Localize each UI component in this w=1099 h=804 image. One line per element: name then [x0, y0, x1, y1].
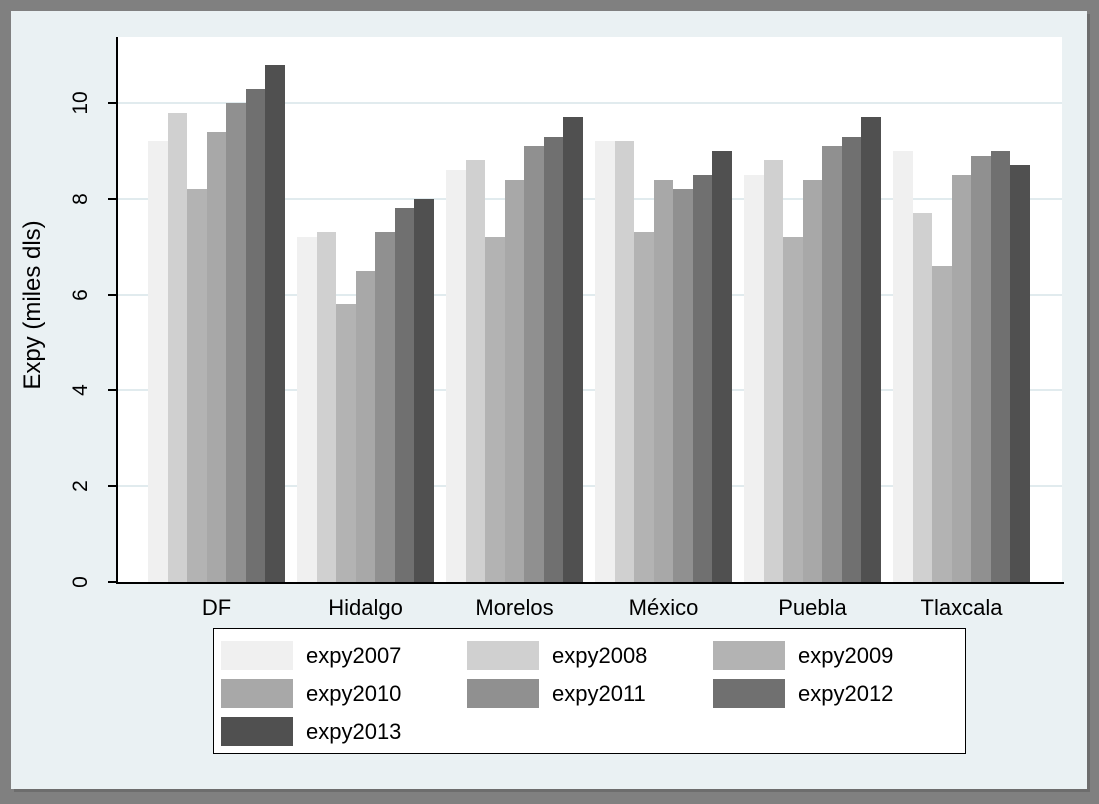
bar-group-df — [148, 64, 285, 582]
legend-item-expy2009: expy2009 — [713, 641, 959, 670]
bar-expy2010-méxico — [653, 179, 674, 582]
bar-expy2007-méxico — [595, 141, 615, 582]
bar-expy2007-puebla — [744, 174, 764, 582]
bar-expy2009-df — [187, 189, 207, 582]
legend-label-expy2009: expy2009 — [798, 643, 894, 668]
bar-expy2007-morelos — [446, 170, 466, 582]
bar-expy2010-hidalgo — [355, 270, 376, 582]
y-axis-title: Expy (miles dls) — [19, 220, 46, 390]
bar-expy2012-morelos — [543, 136, 564, 582]
x-axis-label-hidalgo: Hidalgo — [328, 595, 403, 620]
y-tick-label-0: 0 — [69, 576, 92, 588]
bar-expy2009-hidalgo — [336, 304, 356, 582]
bar-expy2011-puebla — [822, 146, 842, 582]
bar-expy2008-df — [167, 112, 188, 582]
legend-swatch-expy2007 — [221, 641, 293, 670]
legend-item-expy2007: expy2007 — [221, 641, 467, 670]
y-tick-label-10: 10 — [69, 91, 92, 115]
y-tick-label-6: 6 — [69, 288, 92, 301]
y-axis-line — [116, 37, 118, 584]
bar-expy2013-hidalgo — [414, 198, 434, 582]
y-tick-10 — [108, 102, 116, 104]
graph-canvas: Expy (miles dls) 0 2 4 6 8 10 DF Hidalgo Morelo… — [11, 11, 1087, 789]
x-axis-label-puebla: Puebla — [778, 595, 847, 620]
bar-expy2011-morelos — [524, 146, 544, 582]
gridline-y2 — [118, 485, 1062, 488]
bar-expy2012-df — [245, 88, 266, 582]
bar-expy2013-méxico — [712, 150, 732, 582]
bar-expy2007-df — [148, 141, 168, 582]
x-axis-label-morelos: Morelos — [475, 595, 554, 620]
bar-expy2009-tlaxcala — [932, 265, 952, 582]
bar-expy2013-tlaxcala — [1010, 165, 1030, 582]
bar-group-tlaxcala — [893, 150, 1030, 582]
bar-expy2013-morelos — [563, 117, 583, 582]
x-axis-label-méxico: México — [628, 595, 699, 620]
bar-expy2011-df — [226, 103, 246, 582]
legend-swatch-expy2008 — [467, 641, 539, 670]
legend-label-expy2008: expy2008 — [552, 643, 648, 668]
bar-expy2009-puebla — [783, 237, 803, 582]
legend-item-expy2013: expy2013 — [221, 717, 467, 746]
bar-expy2008-hidalgo — [316, 232, 337, 582]
bar-expy2011-hidalgo — [375, 232, 395, 582]
legend-swatch-expy2011 — [467, 679, 539, 708]
legend-item-expy2012: expy2012 — [713, 679, 959, 708]
y-tick-label-8: 8 — [69, 192, 92, 205]
bar-group-hidalgo — [297, 198, 434, 582]
x-axis-line — [116, 582, 1064, 584]
legend-label-expy2007: expy2007 — [306, 643, 402, 668]
bar-expy2007-tlaxcala — [893, 150, 913, 582]
legend-label-expy2010: expy2010 — [306, 681, 402, 706]
bar-expy2008-méxico — [614, 141, 635, 582]
legend-swatch-expy2013 — [221, 717, 293, 746]
legend-item-expy2010: expy2010 — [221, 679, 467, 708]
gridline-y10 — [118, 102, 1062, 104]
gridline-y6 — [118, 293, 1062, 296]
bar-expy2012-hidalgo — [394, 208, 415, 582]
bar-expy2009-morelos — [485, 237, 505, 582]
bar-expy2012-puebla — [841, 136, 862, 582]
legend: expy2007 expy2008 expy2009 expy2010 expy2011… — [213, 628, 966, 754]
bar-group-méxico — [595, 141, 732, 582]
y-tick-8 — [108, 197, 116, 200]
y-tick-6 — [108, 293, 116, 296]
x-axis-label-df: DF — [201, 595, 232, 620]
legend-label-expy2012: expy2012 — [798, 681, 894, 706]
y-tick-0 — [108, 581, 116, 583]
gridline-y4 — [118, 389, 1062, 392]
legend-swatch-expy2010 — [221, 679, 293, 708]
legend-label-expy2011: expy2011 — [552, 681, 646, 706]
y-tick-4 — [108, 389, 116, 392]
bar-expy2011-méxico — [673, 189, 693, 582]
y-tick-label-4: 4 — [69, 384, 92, 397]
legend-swatch-expy2012 — [713, 679, 785, 708]
bar-expy2013-puebla — [861, 117, 881, 582]
bar-expy2008-morelos — [465, 160, 486, 582]
bar-expy2010-tlaxcala — [951, 174, 972, 582]
bar-expy2008-tlaxcala — [912, 213, 933, 582]
y-tick-2 — [108, 485, 116, 488]
bar-group-morelos — [446, 117, 583, 582]
plot-area — [118, 37, 1062, 582]
bar-expy2012-tlaxcala — [990, 150, 1011, 582]
bar-expy2011-tlaxcala — [971, 155, 991, 582]
bar-expy2007-hidalgo — [297, 237, 317, 582]
bar-expy2010-morelos — [504, 179, 525, 582]
bar-expy2009-méxico — [634, 232, 654, 582]
bar-expy2010-puebla — [802, 179, 823, 582]
x-axis-label-tlaxcala: Tlaxcala — [920, 595, 1003, 620]
bar-expy2008-puebla — [763, 160, 784, 582]
bar-expy2010-df — [206, 131, 227, 582]
legend-label-expy2013: expy2013 — [306, 719, 402, 744]
bar-expy2012-méxico — [692, 174, 713, 582]
bar-expy2013-df — [265, 64, 285, 582]
legend-item-expy2008: expy2008 — [467, 641, 713, 670]
legend-swatch-expy2009 — [713, 641, 785, 670]
legend-item-expy2011: expy2011 — [467, 679, 713, 708]
bar-group-puebla — [744, 117, 881, 582]
y-tick-label-2: 2 — [69, 480, 92, 493]
gridline-y8 — [118, 197, 1062, 200]
